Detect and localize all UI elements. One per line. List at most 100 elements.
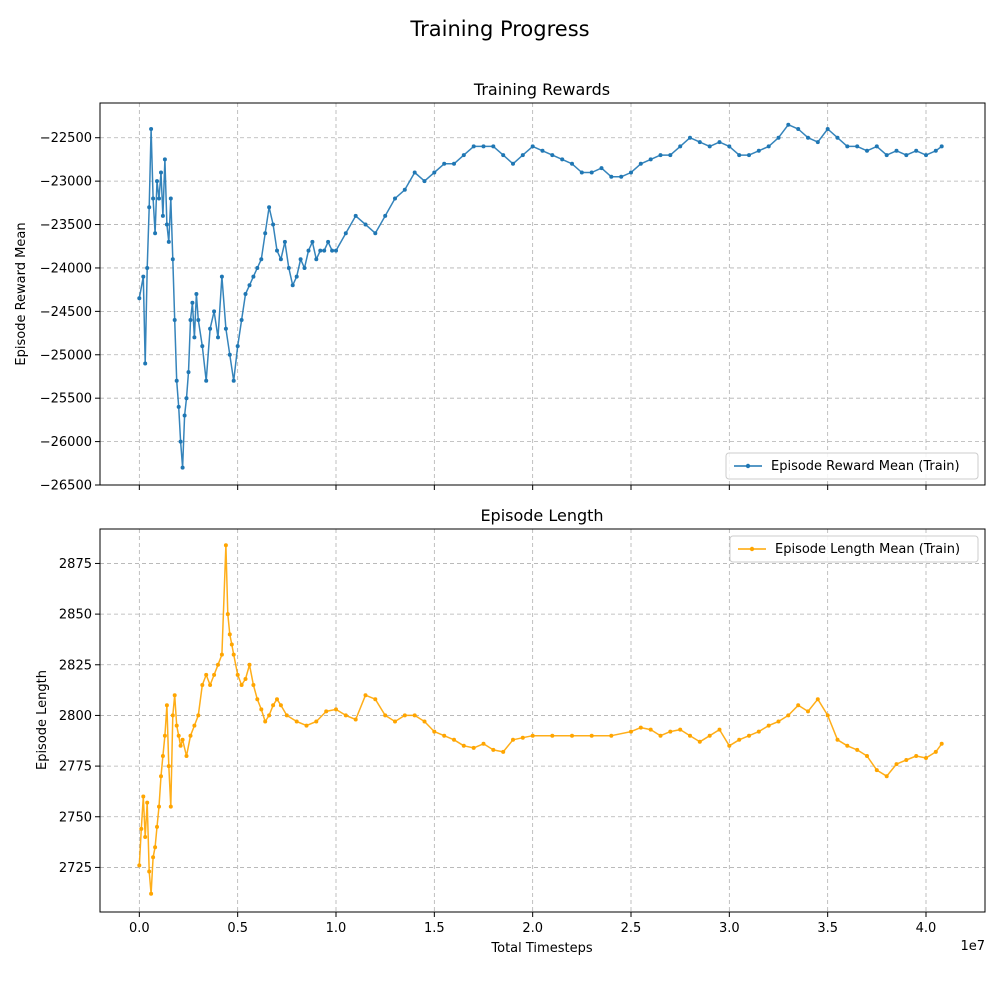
rewards-data-point (697, 140, 702, 145)
rewards-data-point (874, 144, 879, 149)
rewards-data-point (219, 274, 224, 279)
rewards-data-point (815, 140, 820, 145)
length-data-point (717, 727, 722, 732)
length-y-tick-label: 2825 (59, 658, 92, 673)
length-data-point (688, 733, 692, 738)
length-x-axis-label: Total Timesteps (490, 941, 592, 956)
length-data-point (166, 764, 171, 769)
rewards-data-point (688, 135, 692, 140)
rewards-y-axis-label: Episode Reward Mean (14, 222, 29, 365)
length-data-point (225, 612, 230, 617)
length-data-point (511, 737, 515, 742)
rewards-data-point (318, 248, 323, 253)
length-data-point (304, 723, 309, 728)
length-legend: Episode Length Mean (Train) (729, 535, 979, 563)
rewards-data-point (282, 239, 287, 244)
length-data-point (141, 794, 146, 799)
length-data-point (143, 835, 148, 839)
rewards-data-point (727, 144, 732, 149)
length-data-point (208, 683, 213, 687)
rewards-data-point (865, 148, 869, 153)
length-x-tick-label: 2.0 (522, 921, 543, 936)
rewards-data-point (151, 196, 156, 201)
length-data-point (137, 863, 142, 868)
length-data-point (471, 745, 476, 750)
rewards-data-point (393, 196, 397, 201)
length-legend-box (729, 535, 979, 563)
rewards-data-point (717, 140, 722, 145)
length-data-point (550, 733, 555, 738)
rewards-data-point (184, 396, 189, 401)
rewards-series-layer (137, 122, 944, 470)
rewards-data-point (589, 170, 594, 175)
length-data-point (737, 737, 742, 742)
length-data-point (178, 743, 183, 748)
length-data-point (638, 725, 643, 730)
length-data-point (658, 733, 663, 738)
rewards-data-point (422, 179, 427, 184)
rewards-data-point (160, 213, 165, 218)
rewards-y-tick-label: −24500 (40, 305, 92, 320)
rewards-y-tick-label: −25000 (40, 348, 92, 363)
rewards-data-point (322, 248, 327, 253)
rewards-data-point (259, 257, 264, 262)
length-data-point (149, 891, 154, 896)
length-data-point (393, 719, 397, 724)
length-data-point (442, 733, 447, 738)
length-data-point (806, 709, 810, 714)
length-data-point (845, 743, 850, 748)
rewards-data-point (786, 122, 791, 127)
length-data-point (159, 774, 163, 779)
rewards-data-point (196, 318, 201, 322)
rewards-data-point (570, 161, 574, 166)
rewards-data-point (383, 213, 388, 218)
length-data-point (609, 733, 614, 738)
rewards-data-point (159, 170, 163, 175)
length-data-point (263, 719, 268, 724)
length-data-point (324, 709, 329, 714)
length-data-point (589, 733, 594, 738)
rewards-data-point (796, 127, 801, 131)
rewards-data-point (200, 344, 205, 349)
rewards-data-point (153, 231, 158, 236)
rewards-data-point (402, 187, 407, 192)
length-data-point (756, 729, 761, 734)
length-chart-title: Episode Length (480, 506, 603, 525)
length-data-point (180, 737, 185, 742)
rewards-data-point (271, 222, 276, 227)
rewards-data-point (143, 361, 148, 366)
length-data-point (251, 683, 256, 687)
rewards-data-point (243, 292, 248, 296)
rewards-data-point (737, 153, 742, 158)
length-data-point (874, 768, 879, 773)
length-data-point (835, 737, 840, 742)
rewards-data-point (933, 148, 938, 153)
length-x-tick-label: 1.0 (326, 921, 347, 936)
figure-title: Training Progress (409, 17, 589, 41)
length-x-offset-label: 1e7 (960, 939, 985, 954)
rewards-data-point (629, 170, 633, 175)
rewards-data-point (756, 148, 761, 153)
length-data-point (155, 824, 159, 829)
rewards-data-point (314, 257, 319, 262)
rewards-y-tick-label: −23500 (40, 218, 92, 233)
rewards-y-tick-label: −26500 (40, 479, 92, 494)
rewards-data-point (520, 153, 525, 158)
rewards-data-point (648, 157, 653, 162)
rewards-data-point (914, 148, 919, 153)
length-data-point (239, 683, 244, 687)
length-plot-frame (99, 528, 986, 913)
length-data-point (363, 693, 368, 698)
rewards-data-point (190, 300, 195, 305)
rewards-data-point (835, 135, 840, 140)
length-data-point (139, 826, 144, 831)
rewards-data-point (235, 344, 240, 349)
length-data-point (271, 703, 276, 708)
length-data-point (235, 672, 240, 677)
length-data-point (157, 804, 161, 809)
length-data-point (212, 672, 217, 677)
length-data-point (815, 697, 820, 702)
rewards-data-point (579, 170, 584, 175)
length-data-point (855, 747, 860, 752)
rewards-axes: −26500 −26000 −25500 −25000 −24500 −24000 −235… (40, 102, 986, 494)
